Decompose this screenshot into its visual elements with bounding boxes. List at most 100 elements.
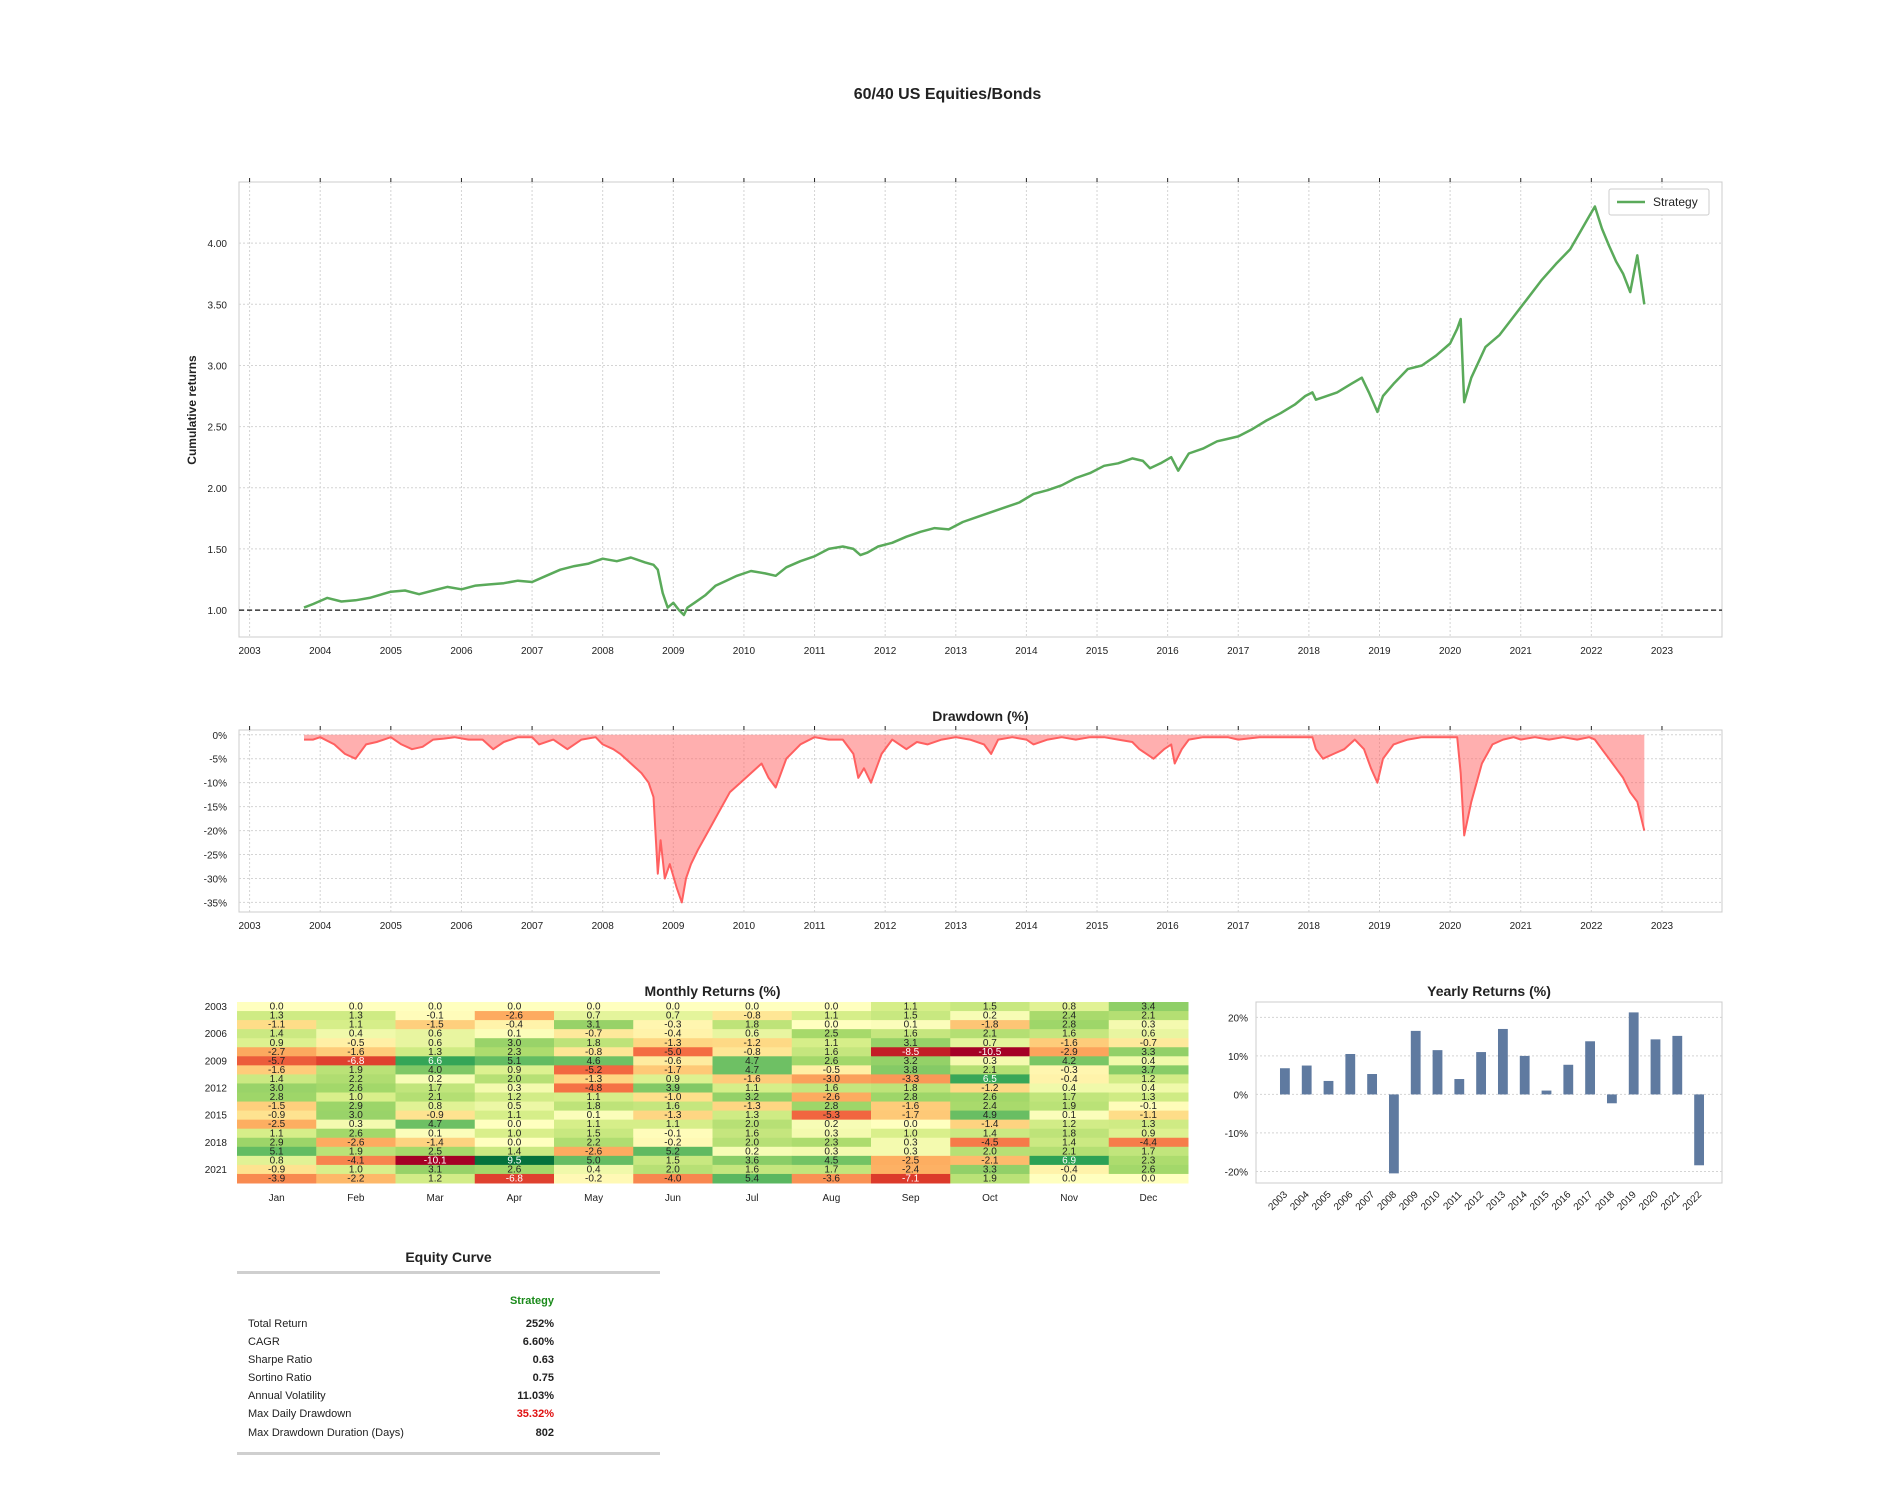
heatmap-cell-label: -1.8 — [981, 1020, 999, 1031]
x-tick-label: 2004 — [309, 921, 332, 932]
heatmap-cell-label: 1.7 — [1062, 1092, 1076, 1103]
heatmap-cell — [474, 1146, 555, 1157]
heatmap-cell — [1029, 1002, 1110, 1012]
chart-title: Yearly Returns (%) — [1427, 983, 1551, 999]
heatmap-cell — [871, 1074, 951, 1084]
x-tick-label: 2017 — [1227, 921, 1250, 932]
heatmap-cell — [791, 1056, 872, 1066]
heatmap-cell — [871, 1155, 951, 1166]
x-tick-label: 2018 — [1298, 646, 1321, 657]
heatmap-cell — [1029, 1083, 1110, 1093]
x-tick-label: 2009 — [662, 646, 685, 657]
yearly-returns-chart: Yearly Returns (%)20%10%0%-10%-20%200320… — [1225, 983, 1723, 1213]
x-tick-label: Jun — [665, 1193, 681, 1204]
heatmap-cell-label: 2.0 — [983, 1146, 997, 1157]
heatmap-cell — [791, 1128, 872, 1139]
heatmap-cell-label: 0.3 — [904, 1146, 918, 1157]
heatmap-cell-label: 3.2 — [745, 1092, 759, 1103]
heatmap-cell-label: 3.0 — [349, 1110, 363, 1121]
heatmap-cell-label: -1.1 — [1140, 1110, 1158, 1121]
heatmap-cell — [633, 1137, 713, 1148]
heatmap-cell — [950, 1002, 1030, 1012]
heatmap-cell — [712, 1029, 793, 1039]
heatmap-cell — [316, 1092, 396, 1103]
heatmap-cell — [950, 1101, 1030, 1112]
heatmap-cell — [791, 1065, 872, 1075]
year-bar — [1454, 1079, 1465, 1095]
heatmap-cell — [950, 1047, 1030, 1057]
heatmap-cell-label: 9.5 — [507, 1155, 521, 1166]
heatmap-cell — [1029, 1056, 1110, 1066]
heatmap-cell — [554, 1110, 634, 1121]
heatmap-cell — [237, 1074, 317, 1084]
x-tick-label: Dec — [1139, 1193, 1157, 1204]
y-tick-label: 1.00 — [208, 606, 228, 617]
heatmap-cell — [950, 1038, 1030, 1048]
heatmap-cell-label: -1.6 — [347, 1047, 365, 1058]
heatmap-cell-label: -0.1 — [1140, 1101, 1158, 1112]
heatmap-cell-label: -7.1 — [902, 1174, 920, 1185]
year-bar — [1410, 1030, 1421, 1095]
heatmap-cell — [712, 1047, 793, 1057]
heatmap-cell — [633, 1029, 713, 1039]
x-tick-label: 2005 — [1310, 1189, 1334, 1213]
heatmap-cell — [1108, 1110, 1189, 1121]
x-tick-label: 2019 — [1368, 921, 1391, 932]
heatmap-cell-label: 1.5 — [983, 1002, 997, 1013]
year-bar — [1388, 1094, 1399, 1174]
heatmap-cell-label: 2.2 — [349, 1074, 363, 1085]
x-tick-label: Sep — [902, 1193, 920, 1204]
heatmap-cell — [712, 1020, 793, 1030]
heatmap-cell — [1108, 1056, 1189, 1066]
heatmap-cell — [395, 1011, 476, 1021]
heatmap-cell — [871, 1173, 951, 1184]
equity-row-label: Sortino Ratio — [248, 1372, 312, 1384]
equity-table-bottom-rule — [237, 1452, 660, 1455]
x-tick-label: Feb — [347, 1193, 365, 1204]
heatmap-cell — [554, 1119, 634, 1130]
heatmap-cell — [871, 1092, 951, 1103]
heatmap-cell-label: 2.8 — [904, 1092, 918, 1103]
heatmap-cell — [791, 1137, 872, 1148]
heatmap-cell-label: -1.6 — [902, 1101, 920, 1112]
heatmap-cell — [474, 1173, 555, 1184]
equity-row-annual-volatility: Annual Volatility 11.03% — [248, 1390, 554, 1408]
heatmap-cell-label: 0.0 — [428, 1002, 442, 1013]
y-tick-label: 0% — [1234, 1090, 1249, 1101]
x-tick-label: 2010 — [733, 921, 756, 932]
heatmap-cell-label: 1.6 — [824, 1083, 838, 1094]
heatmap-cell-label: -1.4 — [427, 1137, 445, 1148]
heatmap-cell — [791, 1101, 872, 1112]
heatmap-cell-label: 2.6 — [349, 1083, 363, 1094]
heatmap-cell — [474, 1092, 555, 1103]
heatmap-cell-label: 0.0 — [507, 1137, 521, 1148]
heatmap-cell — [871, 1020, 951, 1030]
x-tick-label: 2022 — [1580, 646, 1603, 657]
y-tick-label: 3.00 — [208, 361, 228, 372]
equity-row-label: CAGR — [248, 1336, 280, 1348]
heatmap-cell — [237, 1110, 317, 1121]
x-tick-label: 2003 — [1267, 1189, 1291, 1213]
heatmap-cell-label: -0.4 — [506, 1020, 524, 1031]
heatmap-cell — [1108, 1119, 1189, 1130]
heatmap-cell — [1108, 1164, 1189, 1175]
year-bar — [1606, 1094, 1617, 1104]
heatmap-cell — [237, 1119, 317, 1130]
x-tick-label: 2003 — [238, 646, 261, 657]
heatmap-cell-label: -0.5 — [823, 1065, 841, 1076]
equity-table-column-header: Strategy — [509, 1295, 554, 1307]
heatmap-cell — [554, 1074, 634, 1084]
heatmap-cell-label: 2.6 — [824, 1056, 838, 1067]
heatmap-cell — [316, 1074, 396, 1084]
heatmap-cell — [316, 1155, 396, 1166]
heatmap-cell — [791, 1092, 872, 1103]
heatmap-cell — [633, 1056, 713, 1066]
heatmap-cell-label: 4.7 — [428, 1119, 442, 1130]
heatmap-cell — [237, 1146, 317, 1157]
heatmap-cell-label: 3.3 — [983, 1164, 997, 1175]
heatmap-cell — [237, 1164, 317, 1175]
heatmap-cell — [712, 1083, 793, 1093]
heatmap-cell — [554, 1128, 634, 1139]
heatmap-cell — [237, 1137, 317, 1148]
heatmap-cell-label: 0.4 — [1062, 1083, 1076, 1094]
